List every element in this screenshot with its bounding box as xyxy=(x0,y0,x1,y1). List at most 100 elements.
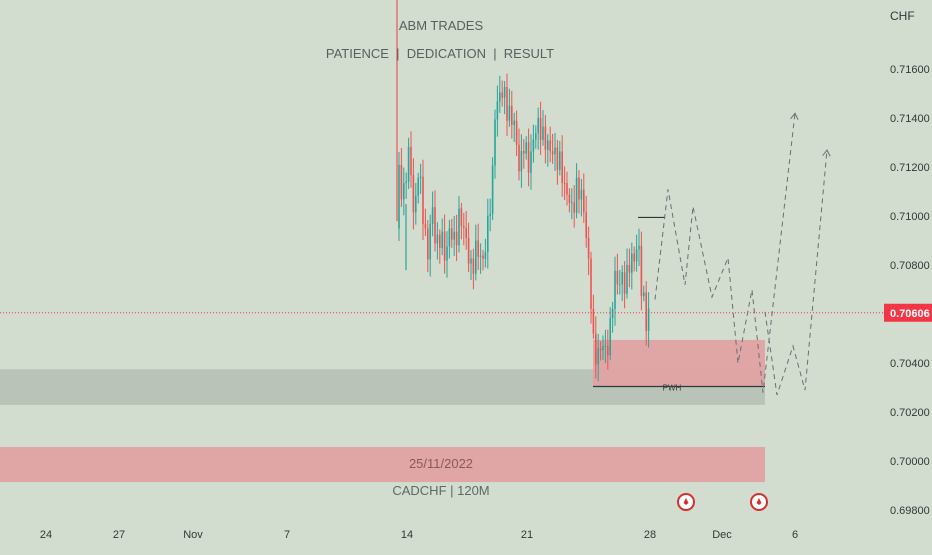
candle-body xyxy=(419,176,422,178)
candle-body xyxy=(489,213,491,216)
candle-body xyxy=(417,177,419,196)
candle-body xyxy=(640,245,643,297)
candle-body xyxy=(595,333,597,365)
candle-body xyxy=(542,126,544,140)
candle-body xyxy=(633,253,635,262)
candle-body xyxy=(583,189,585,213)
zone-3[interactable] xyxy=(0,446,765,483)
candle-body xyxy=(484,252,487,259)
candle-body xyxy=(405,181,407,184)
candle-body xyxy=(501,92,503,98)
candle-body xyxy=(470,258,472,264)
candle-body xyxy=(621,272,623,285)
candle-body xyxy=(626,264,628,294)
candle-body xyxy=(585,212,587,238)
candle-body xyxy=(535,133,537,140)
candle-body xyxy=(467,237,470,264)
candle-body xyxy=(563,182,566,184)
candle-body xyxy=(520,150,523,172)
time-tick-label: 7 xyxy=(284,529,290,541)
currency-label: CHF xyxy=(890,9,915,23)
time-tick-label: 24 xyxy=(40,529,52,541)
candle-body xyxy=(441,231,443,249)
candle-body xyxy=(561,151,563,183)
projection-path-1[interactable] xyxy=(654,113,796,393)
candle-body xyxy=(607,346,609,356)
projection-arrowhead xyxy=(822,149,831,157)
projection-path-2[interactable] xyxy=(764,150,828,396)
candle-body xyxy=(494,119,496,166)
header-subtitle: PATIENCE | DEDICATION | RESULT xyxy=(326,46,554,61)
time-axis[interactable]: 24 27 Nov 7 14 21 28 Dec 6 xyxy=(0,518,932,550)
time-tick-label: 6 xyxy=(792,529,798,541)
candle-body xyxy=(568,194,571,203)
candle-body xyxy=(407,147,410,182)
candle-body xyxy=(628,264,631,273)
candle-body xyxy=(547,140,549,150)
candle-body xyxy=(475,240,477,274)
canada-flag-icon[interactable] xyxy=(750,493,768,511)
candle-body xyxy=(647,308,650,331)
canada-flag-icon[interactable] xyxy=(677,493,695,511)
candle-body xyxy=(635,249,638,262)
candle-body xyxy=(443,231,446,261)
candle-body xyxy=(460,208,463,227)
candle-body xyxy=(499,92,501,102)
candle-body xyxy=(513,120,515,125)
candle-body xyxy=(511,105,513,125)
candle-body xyxy=(448,228,451,247)
projection-arrowhead xyxy=(790,112,799,120)
candle-body xyxy=(609,318,611,356)
price-tick-label: 0.70000 xyxy=(890,456,930,468)
price-tick-label: 0.70200 xyxy=(890,407,930,419)
price-tick-label: 0.69800 xyxy=(890,505,930,517)
candle-body xyxy=(614,270,616,309)
candle-body xyxy=(491,165,494,214)
time-tick-label: 28 xyxy=(644,529,656,541)
candle-body xyxy=(446,246,448,261)
candle-body xyxy=(515,120,518,145)
candle-body xyxy=(403,183,405,200)
candle-body xyxy=(451,228,453,240)
candle-body xyxy=(429,224,431,260)
candle-body xyxy=(592,308,595,334)
candle-body xyxy=(616,270,619,285)
candle-body xyxy=(424,224,427,229)
candle-body xyxy=(638,245,640,250)
candle-body xyxy=(539,117,542,140)
candle-body xyxy=(619,284,621,286)
time-tick-label: 27 xyxy=(113,529,125,541)
candle-body xyxy=(400,164,403,200)
candle-body xyxy=(611,308,614,319)
candle-body xyxy=(477,240,479,257)
time-tick-label: Dec xyxy=(712,529,732,541)
candle-body xyxy=(458,208,460,246)
candlestick-series[interactable] xyxy=(396,0,650,382)
candle-body xyxy=(645,292,647,331)
pwh-label: PWH xyxy=(663,383,682,392)
candle-body xyxy=(503,87,506,98)
candle-body xyxy=(523,150,525,154)
candle-body xyxy=(439,234,441,249)
candle-body xyxy=(578,177,580,200)
candle-body xyxy=(566,183,568,195)
candle-body xyxy=(415,195,417,213)
price-axis[interactable]: CHF 0.71600 0.71400 0.71200 0.71000 0.70800 0… xyxy=(884,9,932,517)
candle-body xyxy=(544,126,547,150)
zone-date-label: 25/11/2022 xyxy=(409,456,473,471)
zone-2[interactable] xyxy=(593,339,765,387)
candle-body xyxy=(537,117,539,134)
price-tick-label: 0.71600 xyxy=(890,64,930,76)
price-tick-label: 0.71200 xyxy=(890,162,930,174)
candle-body xyxy=(530,151,532,173)
candle-body xyxy=(427,228,429,260)
candle-body xyxy=(623,272,626,294)
candle-body xyxy=(518,144,520,172)
candle-body xyxy=(597,348,599,365)
candle-body xyxy=(410,147,412,176)
candle-body xyxy=(496,101,499,120)
candle-body xyxy=(580,189,583,200)
time-tick-label: 21 xyxy=(521,529,533,541)
candle-body xyxy=(506,87,508,121)
